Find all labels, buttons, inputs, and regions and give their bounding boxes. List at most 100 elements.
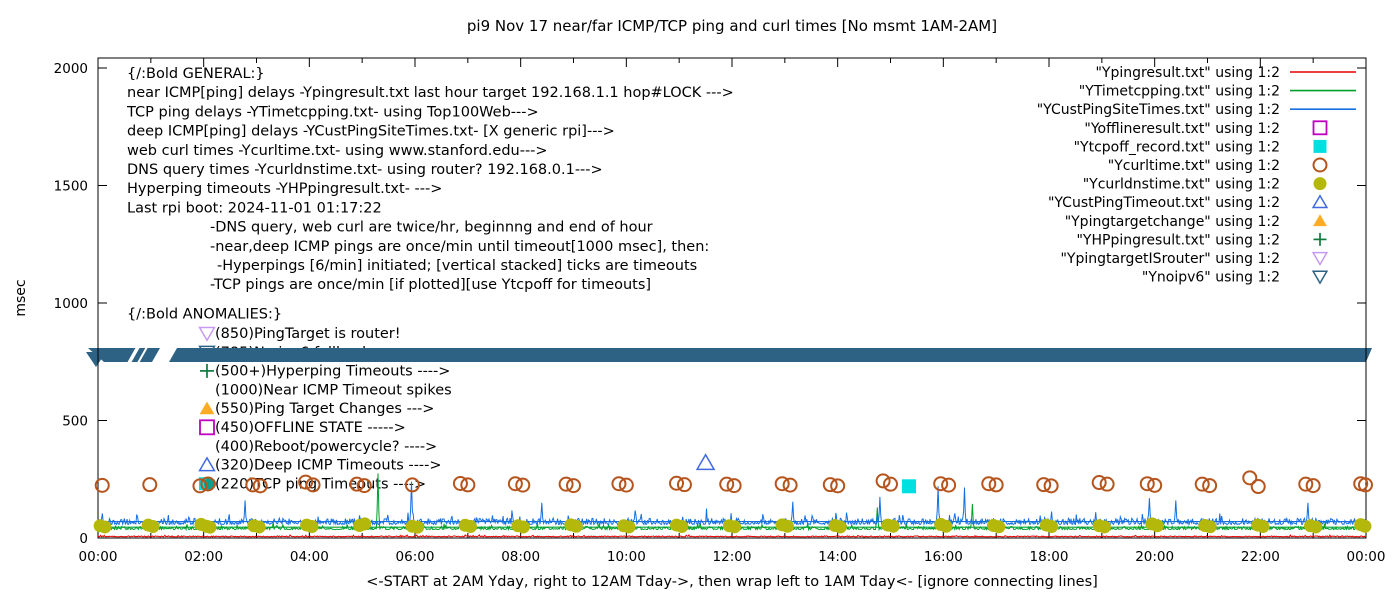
legend-marker-filled-square <box>1313 139 1327 153</box>
annotation-general-line: -TCP pings are once/min [if plotted][use… <box>210 277 651 293</box>
curl-time-point <box>611 476 627 492</box>
annotation-anomaly-line: (220)TCP ping Timeouts ----> <box>215 476 426 492</box>
dns-time-point <box>252 520 266 534</box>
dns-time-point <box>1256 519 1270 533</box>
curl-time-point <box>875 473 891 489</box>
dns-time-point <box>569 519 583 533</box>
legend-label: "YCustPingTimeout.txt" using 1:2 <box>1048 195 1280 211</box>
curl-time-point <box>1242 470 1258 486</box>
open-triangle-down-icon <box>198 326 216 342</box>
curl-time-point <box>94 477 110 493</box>
curl-time-point <box>349 476 365 492</box>
annotation-general-line: TCP ping delays -YTimetcpping.txt- using… <box>126 104 539 120</box>
x-tick-label: 00:00 <box>79 549 118 565</box>
band-gap-slash <box>137 346 148 364</box>
y-tick-label: 1500 <box>54 179 88 195</box>
y-tick-label: 2000 <box>54 61 88 77</box>
filled-triangle-up-icon <box>199 401 215 415</box>
open-square-icon <box>199 419 215 436</box>
curl-time-point <box>988 477 1004 493</box>
curl-time-point <box>1139 476 1155 492</box>
curl-time-point <box>558 476 574 492</box>
legend-marker-open-circle <box>1312 157 1328 173</box>
band-gap-slash <box>127 346 140 364</box>
x-axis-label: <-START at 2AM Yday, right to 12AM Tday-… <box>366 574 1098 590</box>
y-tick-label: 0 <box>79 531 88 547</box>
plot-generated-content: {/:Bold GENERAL:} near ICMP[ping] delays … <box>54 57 1386 565</box>
chart-title: pi9 Nov 17 near/far ICMP/TCP ping and cu… <box>467 17 997 35</box>
curl-time-point <box>726 478 742 494</box>
curl-time-point <box>515 477 531 493</box>
dns-time-point <box>358 517 372 531</box>
dns-time-point <box>203 520 217 534</box>
curl-time-point <box>1194 476 1210 492</box>
legend-label: "YHPpingresult.txt" using 1:2 <box>1076 232 1280 248</box>
dns-time-point <box>516 520 530 534</box>
curl-time-point <box>252 478 268 494</box>
curl-time-point <box>566 478 581 494</box>
curl-time-point <box>452 475 468 491</box>
dns-time-point <box>780 519 794 533</box>
curl-time-point <box>830 478 846 494</box>
curl-time-point <box>245 477 261 493</box>
annotation-general-line: near ICMP[ping] delays -Ypingresult.txt … <box>127 85 734 101</box>
curl-time-point <box>782 477 798 493</box>
legend-label: "Ytcpoff_record.txt" using 1:2 <box>1074 139 1280 155</box>
curl-time-point <box>933 476 949 492</box>
annotation-general-line: Hyperping timeouts -YHPpingresult.txt- -… <box>127 181 442 197</box>
x-tick-label: 06:00 <box>396 549 435 565</box>
dns-time-point <box>833 520 847 534</box>
curl-time-point <box>200 476 216 492</box>
x-tick-label: 16:00 <box>924 549 963 565</box>
x-tick-label: 00:00 <box>1347 549 1386 565</box>
curl-time-point <box>298 474 314 490</box>
dns-time-point <box>886 519 900 533</box>
annotation-general-line: -DNS query, web curl are twice/hr, begin… <box>210 220 653 236</box>
annotation-anomaly-line: (500+)Hyperping Timeouts ----> <box>215 364 450 380</box>
curl-time-point <box>883 476 898 492</box>
dns-time-point <box>463 519 477 533</box>
dns-time-point <box>1150 519 1164 533</box>
curl-time-point <box>1091 475 1107 491</box>
curl-time-point <box>1147 477 1163 493</box>
noipv6-band-segment <box>169 348 1372 362</box>
dns-time-point <box>146 519 160 533</box>
curl-time-point <box>676 477 692 493</box>
noipv6-band-segment <box>88 348 160 362</box>
dns-time-point <box>305 519 319 533</box>
open-triangle-up-icon <box>198 456 216 472</box>
curl-time-point <box>192 478 208 494</box>
legend-label: "Ynoipv6" using 1:2 <box>1142 270 1280 286</box>
series-ypingresult-line <box>97 534 1367 538</box>
curl-time-point <box>404 477 420 493</box>
dns-time-point <box>1309 520 1323 534</box>
curl-time-point <box>1250 479 1266 495</box>
annotation-anomaly-line: (850)PingTarget is router! <box>215 326 401 342</box>
legend-label: "Ypingresult.txt" using 1:2 <box>1095 65 1280 81</box>
legend-label: "Ycurltime.txt" using 1:2 <box>1108 158 1280 174</box>
curl-time-point <box>941 477 957 493</box>
dns-time-point <box>675 519 689 533</box>
curl-time-point <box>1305 478 1321 494</box>
legend-marker-open-triangle-down <box>1311 251 1329 266</box>
legend-label: "Yofflineresult.txt" using 1:2 <box>1084 121 1280 137</box>
y-tick-label: 1000 <box>54 296 88 312</box>
legend-marker-filled-circle <box>1313 177 1327 191</box>
x-tick-label: 08:00 <box>501 549 540 565</box>
y-tick-label: 500 <box>62 414 88 430</box>
deep-icmp-timeout-point <box>695 453 716 471</box>
dns-time-point <box>1203 520 1217 534</box>
x-tick-label: 22:00 <box>1241 549 1280 565</box>
curl-time-point <box>507 476 523 492</box>
curl-time-point <box>305 477 321 493</box>
annotation-general-line: DNS query times -Ycurldnstime.txt- using… <box>127 162 603 178</box>
curl-time-point <box>822 477 838 493</box>
dns-time-point <box>992 520 1006 534</box>
legend-marker-open-square <box>1312 120 1328 136</box>
tcp-offline-point <box>901 479 916 494</box>
annotation-anomaly-line: (1000)Near ICMP Timeout spikes <box>215 382 452 398</box>
annotation-anomalies-header: {/:Bold ANOMALIES:} <box>127 307 282 323</box>
curl-time-point <box>1099 476 1115 492</box>
annotation-anomaly-line: (550)Ping Target Changes ---> <box>215 401 434 417</box>
curl-time-point <box>774 476 790 492</box>
